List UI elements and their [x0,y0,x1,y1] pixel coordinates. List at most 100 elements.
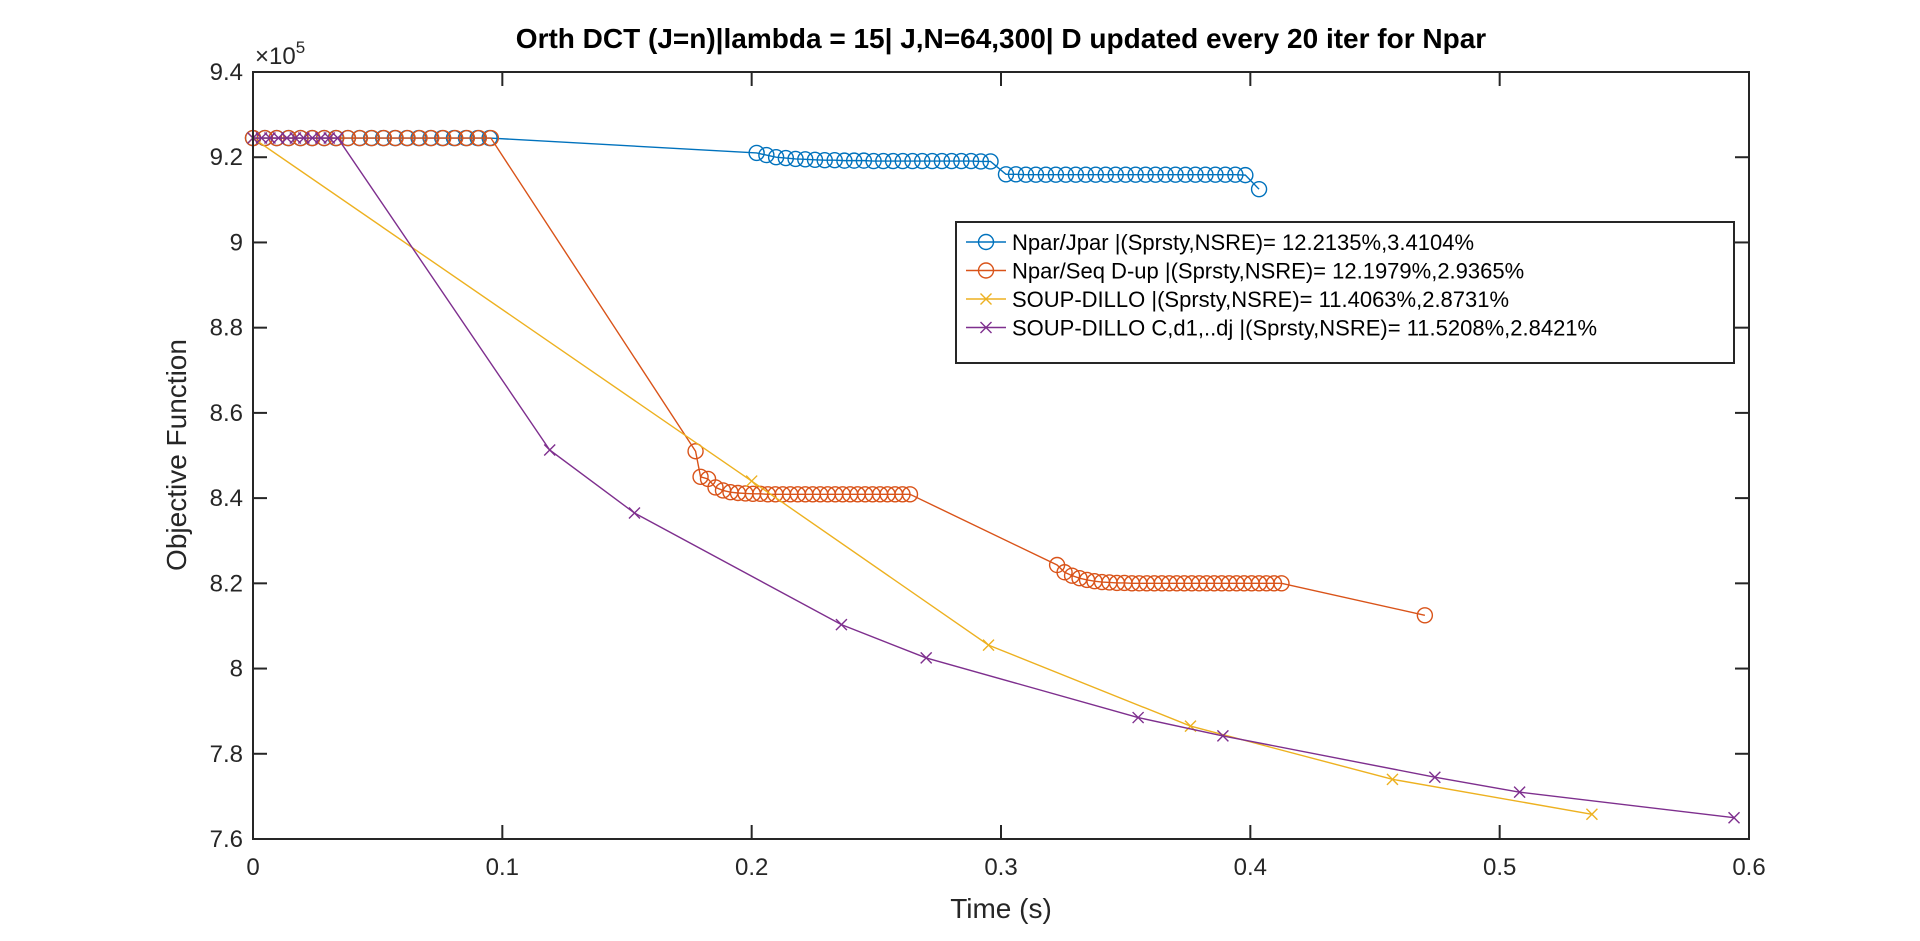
data-point-marker [458,129,476,147]
data-point-marker [904,152,921,170]
data-point-marker [1585,808,1598,821]
y-tick-label: 7.6 [210,826,243,853]
data-point-marker [1067,166,1085,183]
data-point-marker [972,153,990,170]
data-point-marker [875,152,892,170]
data-point-marker [943,152,960,170]
x-tick-label: 0 [246,854,259,881]
data-point-marker [1167,166,1184,183]
legend-marker [980,293,992,305]
data-point-marker [339,129,357,147]
data-point-marker [1416,607,1434,624]
data-point-marker [826,152,843,169]
y-tick-label: 8 [230,656,243,683]
legend-entry: Npar/Jpar |(Sprsty,NSRE)= 12.2135%,3.410… [966,230,1474,255]
x-tick-label: 0.2 [735,854,768,881]
data-point-marker [1127,166,1144,183]
data-point-marker [399,129,416,147]
data-point-marker [1265,575,1283,592]
data-point-marker [745,475,758,488]
x-tick-label: 0.6 [1732,854,1765,881]
data-point-marker [363,129,381,147]
y-tick-label: 8.2 [210,570,243,597]
legend-label: Npar/Jpar |(Sprsty,NSRE)= 12.2135%,3.410… [1012,230,1474,255]
data-point-marker [411,129,428,147]
data-point-marker [914,152,931,170]
data-point-marker [1087,166,1104,183]
data-point-marker [894,152,911,170]
y-tick-label: 9.4 [210,59,243,86]
data-point-marker [707,479,724,496]
data-point-marker [1097,166,1114,183]
data-point-marker [997,166,1015,183]
y-exponent-base: ×10 [255,43,296,70]
data-point-marker [797,151,814,168]
data-point-marker [816,152,833,169]
data-point-marker [331,132,344,145]
data-point-marker [692,468,709,486]
legend-label: SOUP-DILLO C,d1,..dj |(Sprsty,NSRE)= 11.… [1012,316,1597,341]
data-point-marker [1728,811,1741,824]
data-point-marker [982,153,999,170]
data-point-marker [272,132,285,145]
data-point-marker [687,443,704,460]
data-point-marker [323,132,336,145]
y-tick-label: 8.6 [210,400,243,427]
data-point-marker [387,129,404,147]
chart-title: Orth DCT (J=n)|lambda = 15| J,N=64,300| … [516,23,1486,54]
data-point-marker [953,152,970,170]
data-point-marker [1227,166,1244,183]
data-point-marker [962,152,980,170]
axis-ticks: 0 0.1 0.2 0.3 0.4 0.5 0.6 7.6 7.8 8 8.2 8.4 8.6 8.8 9 9… [210,59,1766,881]
data-point-marker [777,149,795,167]
legend-label: Npar/Seq D-up |(Sprsty,NSRE)= 12.1979%,2… [1012,259,1524,284]
data-point-marker [306,132,319,145]
data-point-marker [1057,166,1075,183]
data-point-marker [297,132,310,145]
legend-marker [980,321,992,334]
data-point-marker [351,129,369,147]
data-point-marker [1386,773,1399,786]
y-tick-label: 8.4 [210,485,243,512]
y-axis-title: Objective Function [161,339,192,571]
legend-label: SOUP-DILLO |(Sprsty,NSRE)= 11.4063%,2.87… [1012,287,1509,312]
y-tick-label: 7.8 [210,741,243,768]
data-point-marker [543,443,556,456]
data-point-marker [920,651,933,664]
data-point-marker [435,129,452,147]
x-tick-label: 0.1 [486,854,519,881]
svg-text:×105: ×105 [255,38,305,70]
data-point-marker [289,132,302,145]
data-point-marker [1197,166,1214,183]
data-point-marker [628,507,641,520]
data-point-marker [865,152,882,170]
data-point-marker [1037,166,1055,183]
data-point-marker [845,152,863,169]
data-point-marker [482,129,500,147]
y-tick-label: 9 [230,229,243,256]
legend-entry: SOUP-DILLO C,d1,..dj |(Sprsty,NSRE)= 11.… [966,316,1597,341]
y-tick-label: 9.2 [210,144,243,171]
data-point-marker [884,152,902,170]
data-point-marker [1117,166,1134,183]
data-point-marker [1187,166,1204,183]
x-axis-title: Time (s) [950,893,1052,924]
data-point-marker [314,132,327,145]
data-point-marker [263,132,276,145]
data-point-marker [1513,786,1526,799]
data-point-marker [933,152,951,170]
x-tick-label: 0.5 [1483,854,1516,881]
data-point-marker [855,152,873,169]
data-point-marker [758,146,775,164]
x-tick-label: 0.3 [984,854,1017,881]
data-point-marker [1063,567,1081,584]
y-exponent-power: 5 [296,38,305,57]
data-point-marker [1007,166,1025,183]
legend-box [955,221,1735,364]
data-point-marker [1147,166,1164,183]
series-3 [247,132,1598,821]
data-point-marker [1132,711,1145,724]
data-point-marker [1217,166,1234,183]
